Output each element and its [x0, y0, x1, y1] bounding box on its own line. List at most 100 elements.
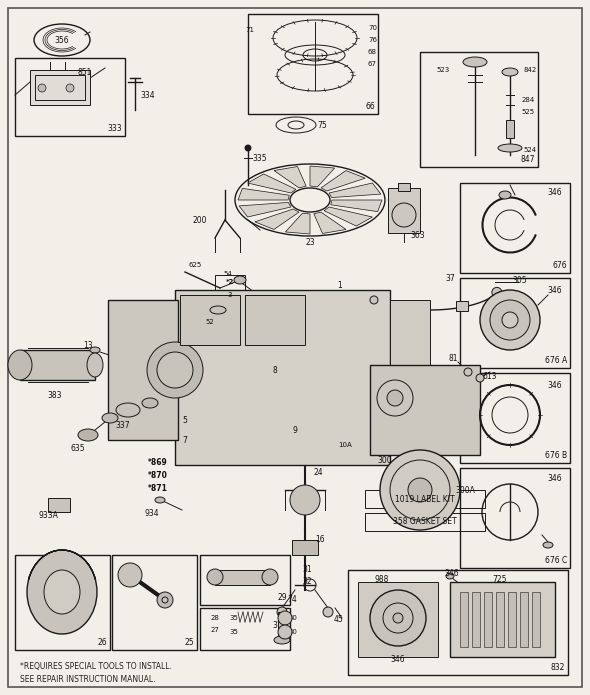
- Bar: [292, 540, 318, 555]
- Text: 676 C: 676 C: [545, 556, 567, 565]
- Text: 335: 335: [253, 154, 267, 163]
- Circle shape: [464, 368, 472, 376]
- Text: 525: 525: [522, 109, 535, 115]
- Ellipse shape: [274, 636, 290, 644]
- Bar: [15, 58, 125, 136]
- Text: 851: 851: [78, 67, 92, 76]
- Text: 635: 635: [71, 443, 86, 452]
- Text: 27: 27: [211, 627, 219, 633]
- Text: 847: 847: [520, 155, 535, 164]
- Circle shape: [66, 84, 74, 92]
- Text: 284: 284: [522, 97, 535, 103]
- Bar: [30, 70, 90, 105]
- Bar: [390, 300, 430, 440]
- Text: 300A: 300A: [455, 486, 475, 495]
- Text: 933A: 933A: [38, 511, 58, 519]
- Text: 676 A: 676 A: [545, 356, 567, 365]
- Circle shape: [387, 390, 403, 406]
- Text: 333: 333: [107, 124, 122, 133]
- Circle shape: [157, 592, 173, 608]
- Bar: [358, 582, 438, 657]
- Circle shape: [290, 485, 320, 515]
- Circle shape: [157, 352, 193, 388]
- Text: 45: 45: [333, 616, 343, 625]
- Text: 300: 300: [378, 455, 392, 464]
- Ellipse shape: [155, 497, 165, 503]
- Polygon shape: [329, 183, 381, 197]
- Circle shape: [502, 312, 518, 328]
- Text: 832: 832: [550, 663, 565, 672]
- Circle shape: [277, 607, 287, 617]
- Bar: [245, 295, 305, 345]
- Ellipse shape: [102, 413, 118, 423]
- Polygon shape: [255, 209, 299, 229]
- Text: 16: 16: [315, 536, 325, 544]
- Text: 346: 346: [548, 286, 562, 295]
- Bar: [365, 490, 485, 508]
- Bar: [278, 612, 286, 642]
- Polygon shape: [321, 170, 365, 191]
- Bar: [35, 75, 85, 100]
- Text: 383: 383: [48, 391, 63, 400]
- Ellipse shape: [8, 350, 32, 380]
- Bar: [248, 14, 378, 114]
- Text: 35: 35: [230, 615, 238, 621]
- Text: 725: 725: [493, 575, 507, 584]
- Text: 934: 934: [145, 509, 159, 518]
- Circle shape: [278, 625, 292, 639]
- Circle shape: [162, 597, 168, 603]
- Polygon shape: [330, 200, 382, 212]
- Text: 3: 3: [228, 292, 232, 298]
- Ellipse shape: [245, 145, 251, 151]
- Text: *870: *870: [148, 471, 168, 480]
- Text: 5: 5: [182, 416, 188, 425]
- Polygon shape: [239, 202, 291, 217]
- Polygon shape: [248, 174, 296, 193]
- Text: 70: 70: [368, 25, 377, 31]
- Bar: [112, 555, 197, 650]
- Bar: [20, 350, 95, 380]
- Text: 37: 37: [445, 274, 455, 282]
- Polygon shape: [314, 212, 346, 234]
- Bar: [48, 498, 70, 512]
- Text: 81: 81: [448, 354, 458, 363]
- Text: eReplacementParts.com: eReplacementParts.com: [184, 421, 406, 439]
- Text: 54: 54: [224, 271, 232, 277]
- Text: 68: 68: [368, 49, 377, 55]
- Ellipse shape: [44, 570, 80, 614]
- Text: 8: 8: [273, 366, 277, 375]
- Bar: [456, 301, 468, 311]
- Text: 35: 35: [230, 629, 238, 635]
- Bar: [460, 373, 570, 463]
- Text: 1019 LABEL KIT: 1019 LABEL KIT: [395, 495, 455, 503]
- Text: 200: 200: [193, 215, 207, 224]
- Bar: [460, 592, 468, 647]
- Bar: [200, 555, 290, 605]
- Bar: [450, 582, 555, 657]
- Bar: [215, 275, 245, 307]
- Text: 524: 524: [523, 147, 536, 153]
- Polygon shape: [310, 166, 335, 187]
- Text: 613: 613: [483, 372, 497, 380]
- Bar: [215, 570, 270, 585]
- Ellipse shape: [502, 68, 518, 76]
- Circle shape: [118, 563, 142, 587]
- Text: 377: 377: [273, 621, 287, 630]
- Ellipse shape: [498, 144, 522, 152]
- Bar: [108, 300, 178, 440]
- Text: 9: 9: [293, 425, 297, 434]
- Circle shape: [490, 300, 530, 340]
- Circle shape: [370, 296, 378, 304]
- Text: 66: 66: [365, 102, 375, 111]
- Text: 26: 26: [97, 638, 107, 647]
- Bar: [365, 513, 485, 531]
- Text: 7: 7: [182, 436, 188, 445]
- Bar: [175, 290, 390, 465]
- Ellipse shape: [262, 569, 278, 585]
- Ellipse shape: [142, 398, 158, 408]
- Circle shape: [323, 607, 333, 617]
- Text: 676 B: 676 B: [545, 451, 567, 460]
- Text: *871: *871: [148, 484, 168, 493]
- Text: SEE REPAIR INSTRUCTION MANUAL.: SEE REPAIR INSTRUCTION MANUAL.: [20, 676, 156, 685]
- Text: 67: 67: [368, 61, 377, 67]
